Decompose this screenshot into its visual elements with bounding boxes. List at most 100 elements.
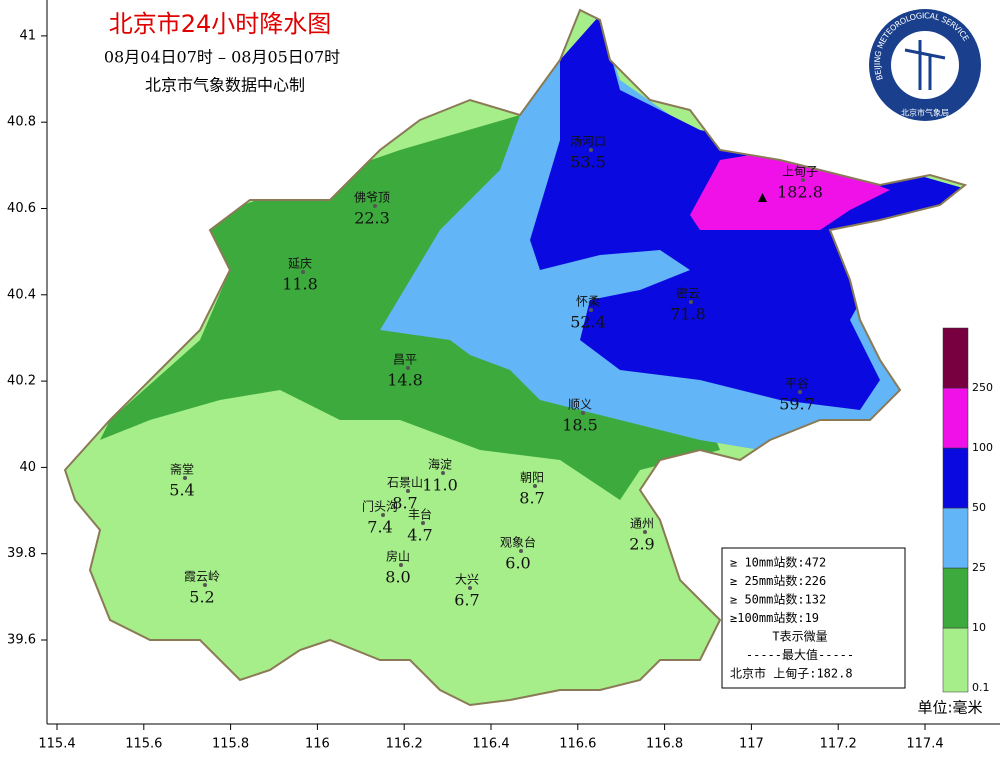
x-tick-label: 116 [305, 737, 330, 752]
station-dot [381, 513, 385, 517]
x-tick-label: 116.2 [386, 737, 423, 752]
stats-line: ≥ 25mm站数:226 [730, 573, 826, 588]
station-dot [406, 489, 410, 493]
station-name: 石景山 [387, 476, 423, 490]
station-name: 通州 [630, 517, 654, 531]
station-dot [203, 583, 207, 587]
y-tick-label: 39.8 [7, 546, 36, 561]
x-tick-label: 117.2 [820, 737, 857, 752]
station-name: 昌平 [393, 353, 417, 367]
station-name: 平谷 [785, 377, 809, 391]
title: 北京市24小时降水图 [109, 10, 332, 38]
logo: BEIJING METEOROLOGICAL SERVICE 北京市气象局 [869, 9, 981, 121]
legend-label: 250 [972, 381, 993, 394]
station-dot [589, 308, 593, 312]
station-dot [373, 204, 377, 208]
x-tick-label: 116.6 [559, 737, 596, 752]
station-name: 汤河口 [570, 135, 606, 149]
y-tick-label: 40 [19, 460, 36, 475]
station-dot [519, 549, 523, 553]
y-tick-label: 40.4 [7, 287, 36, 302]
legend-swatch [942, 567, 969, 629]
stats-line: T表示微量 [772, 630, 827, 644]
station-name: 海淀 [428, 457, 452, 472]
station-dot [421, 521, 425, 525]
y-tick-label: 39.6 [7, 633, 36, 648]
y-tick-label: 41 [19, 28, 36, 43]
legend-swatch [942, 327, 969, 389]
station-name: 怀柔 [576, 295, 600, 309]
station-dot [581, 411, 585, 415]
station-dot [643, 530, 647, 534]
station-name: 上甸子 [782, 165, 818, 179]
legend-swatch [942, 447, 969, 509]
station-dot [589, 148, 593, 152]
y-tick-label: 40.2 [7, 374, 36, 389]
station-value: 22.3 [354, 209, 390, 228]
stats-line: -----最大值----- [746, 647, 854, 662]
station-dot [798, 390, 802, 394]
station-dot [183, 476, 187, 480]
station-value: 5.2 [189, 588, 214, 607]
station-name: 佛爷顶 [354, 191, 390, 205]
legend-label: 50 [972, 501, 986, 514]
unit: 单位:毫米 [917, 699, 982, 717]
x-tick-label: 115.4 [38, 737, 75, 752]
station-name: 斋堂 [170, 462, 194, 477]
legend-label: 10 [972, 621, 986, 634]
station-value: 8.7 [519, 489, 544, 508]
period: 08月04日07时 – 08月05日07时 [104, 48, 340, 67]
station-value: 5.4 [169, 481, 194, 500]
station-dot [468, 586, 472, 590]
stats-line: ≥ 50mm站数:132 [730, 592, 826, 607]
station-name: 延庆 [288, 257, 312, 271]
station-dot [399, 563, 403, 567]
station-name: 朝阳 [520, 471, 544, 485]
station-value: 6.0 [505, 554, 530, 573]
station-value: 18.5 [562, 416, 598, 435]
logo-chinese: 北京市气象局 [901, 108, 949, 118]
station-dot [406, 366, 410, 370]
station-value: 4.7 [407, 526, 432, 545]
legend-swatch [942, 507, 969, 569]
station-name: 观象台 [500, 535, 536, 550]
station-value: 6.7 [454, 591, 479, 610]
station-dot [801, 178, 805, 182]
x-tick-label: 116.8 [646, 737, 683, 752]
station-value: 14.8 [387, 371, 423, 390]
station-dot [533, 484, 537, 488]
stats-line: ≥ 10mm站数:472 [730, 555, 826, 570]
legend-swatch [942, 627, 969, 693]
station-value: 11.8 [282, 275, 318, 294]
stats-box [721, 547, 906, 689]
station-value: 2.9 [629, 535, 654, 554]
station-name: 顺义 [568, 398, 592, 412]
station-value: 7.4 [367, 518, 392, 537]
station-value: 8.7 [392, 494, 417, 513]
x-tick-label: 115.8 [212, 737, 249, 752]
station-dot [689, 300, 693, 304]
legend-swatch [942, 387, 969, 449]
station-value: 52.4 [570, 313, 606, 332]
station-dot [301, 270, 305, 274]
station-name: 密云 [676, 286, 700, 301]
station-value: 182.8 [777, 183, 823, 202]
x-tick-label: 115.6 [125, 737, 162, 752]
station-value: 11.0 [422, 476, 458, 495]
station-value: 71.8 [670, 305, 706, 324]
station-name: 房山 [386, 549, 410, 564]
legend-label: 25 [972, 561, 986, 574]
legend-label: 100 [972, 441, 993, 454]
legend-label: 0.1 [972, 681, 990, 694]
stats-line: 北京市 上甸子:182.8 [730, 666, 853, 681]
station-name: 丰台 [408, 507, 432, 522]
station-name: 门头沟 [362, 499, 398, 514]
station-value: 8.0 [385, 568, 410, 587]
max-marker [758, 193, 767, 202]
y-tick-label: 40.6 [7, 201, 36, 216]
station-name: 大兴 [455, 573, 479, 587]
station-dot [441, 471, 445, 475]
station-name: 霞云岭 [184, 570, 220, 584]
y-tick-label: 40.8 [7, 115, 36, 130]
